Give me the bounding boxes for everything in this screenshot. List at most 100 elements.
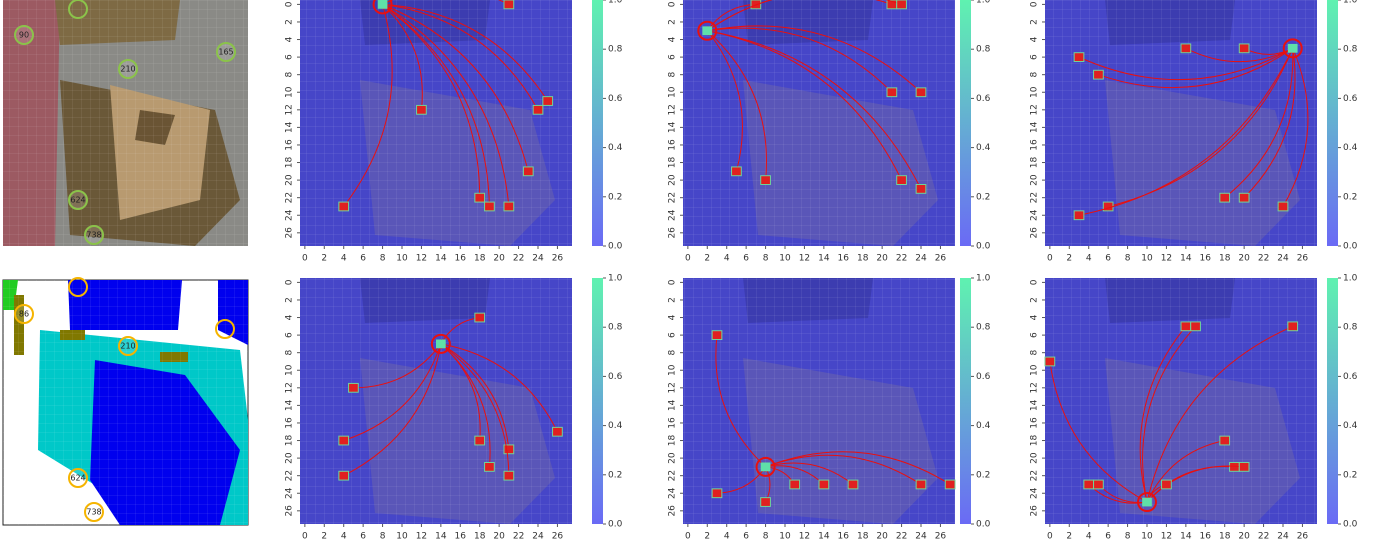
colorbar [1327, 0, 1338, 246]
x-tick-label: 22 [1258, 254, 1269, 264]
source-ring [430, 333, 451, 354]
y-tick-label: 6 [1030, 332, 1040, 338]
target-cell [532, 104, 544, 115]
heatmap-panel: 0 2 4 6 8 10 12 14 16 18 20 22 24 2602468101214161820… [1030, 0, 1358, 264]
marker-circle [84, 502, 104, 522]
x-tick-label: 22 [513, 254, 524, 264]
y-tick-label: 16 [1030, 417, 1040, 429]
y-tick-label: 26 [1030, 227, 1040, 239]
colorbar [592, 0, 603, 246]
x-tick-label: 16 [455, 254, 467, 264]
y-tick-label: 8 [1030, 72, 1040, 78]
target-cell [915, 87, 927, 98]
x-tick-label: 16 [838, 254, 850, 264]
x-tick-label: 6 [1105, 532, 1111, 542]
target-cell [1229, 462, 1240, 472]
heatmap-panel: 0 2 4 6 8 10 12 14 16 18 20 22 24 2602468101214161820… [285, 0, 623, 264]
y-tick-label: 14 [668, 399, 678, 411]
aerial-image [3, 0, 248, 246]
x-tick-label: 22 [1258, 532, 1269, 542]
colorbar-tick-label: 0.2 [608, 470, 622, 480]
colorbar-tick-label: 0.4 [1343, 421, 1358, 431]
x-tick-label: 12 [416, 254, 427, 264]
attention-arrow [706, 30, 767, 181]
colorbar-tick-label: 0.4 [608, 143, 623, 153]
x-tick-label: 0 [1047, 254, 1053, 264]
x-tick-label: 10 [1141, 532, 1153, 542]
y-tick-label: 14 [285, 399, 295, 411]
x-tick-label: 12 [1161, 532, 1172, 542]
x-tick-label: 4 [724, 254, 730, 264]
marker-circle [118, 336, 138, 356]
x-tick-label: 18 [857, 532, 869, 542]
y-tick-label: 2 [668, 19, 678, 25]
marker-label: 86 [19, 310, 29, 319]
attention-arrow [382, 3, 490, 207]
y-tick-label: 8 [668, 72, 678, 78]
x-tick-label: 12 [799, 254, 810, 264]
source-ring [755, 456, 776, 477]
x-tick-label: 26 [935, 532, 947, 542]
x-tick-label: 26 [552, 532, 564, 542]
colorbar-tick-label: 0.2 [1343, 470, 1357, 480]
y-tick-label: 18 [1030, 435, 1040, 447]
attention-arrow [343, 343, 442, 442]
target-cell [484, 201, 495, 212]
y-tick-label: 20 [285, 174, 295, 186]
x-tick-label: 18 [1219, 254, 1231, 264]
y-tick-label: 2 [1030, 19, 1040, 25]
x-tick-label: 26 [1297, 254, 1309, 264]
x-tick-label: 2 [1066, 254, 1072, 264]
marker-label: 210 [120, 342, 135, 351]
colorbar [960, 0, 971, 246]
target-cell [896, 0, 907, 10]
y-tick-label: 20 [1030, 452, 1040, 464]
target-cell [542, 96, 554, 106]
marker-label: 165 [218, 48, 233, 57]
y-tick-label: 12 [1030, 382, 1040, 393]
y-tick-label: 24 [1030, 487, 1040, 499]
colorbar-tick-label: 0.2 [608, 192, 622, 202]
colorbar-tick-label: 0.6 [976, 372, 991, 382]
target-cell [474, 312, 486, 323]
attention-arrow [440, 343, 510, 476]
y-tick-label: 12 [668, 104, 678, 115]
x-tick-label: 24 [915, 254, 927, 264]
x-tick-label: 12 [416, 532, 427, 542]
attention-arrow [706, 0, 902, 32]
colorbar-tick-label: 0.6 [1343, 94, 1358, 104]
colorbar-tick-label: 0.0 [608, 520, 623, 530]
target-cell [503, 470, 515, 481]
x-tick-label: 10 [779, 254, 791, 264]
target-cell [1161, 479, 1172, 490]
y-tick-label: 0 [1030, 279, 1040, 285]
y-tick-label: 26 [1030, 505, 1040, 517]
x-tick-label: 10 [396, 254, 408, 264]
attention-arrow [1146, 440, 1225, 503]
attention-arrow [706, 29, 903, 181]
x-tick-label: 26 [1297, 532, 1309, 542]
x-tick-label: 16 [1200, 532, 1212, 542]
y-tick-label: 16 [668, 417, 678, 429]
target-cell [338, 435, 350, 446]
attention-arrow [1243, 47, 1296, 199]
colorbar-tick-label: 0.0 [976, 242, 991, 252]
y-tick-label: 10 [285, 86, 295, 98]
attention-arrow [1224, 47, 1296, 199]
y-tick-label: 4 [1030, 314, 1040, 320]
colorbar-tick-label: 0.4 [1343, 143, 1358, 153]
y-tick-label: 4 [668, 314, 678, 320]
colorbar-tick-label: 1.0 [1343, 0, 1358, 6]
attention-arrow [706, 27, 893, 93]
target-cell [731, 166, 742, 177]
attention-arrow [343, 3, 393, 207]
target-cell [886, 87, 898, 98]
marker-circle [68, 277, 88, 297]
x-tick-label: 10 [779, 532, 791, 542]
target-cell [944, 479, 956, 490]
x-tick-label: 0 [302, 254, 308, 264]
heatmap-panel: 0 2 4 6 8 10 12 14 16 18 20 22 24 2602468101214161820… [285, 274, 623, 542]
y-tick-label: 18 [668, 435, 678, 447]
x-tick-label: 20 [493, 254, 505, 264]
attention-arrow [382, 3, 481, 198]
